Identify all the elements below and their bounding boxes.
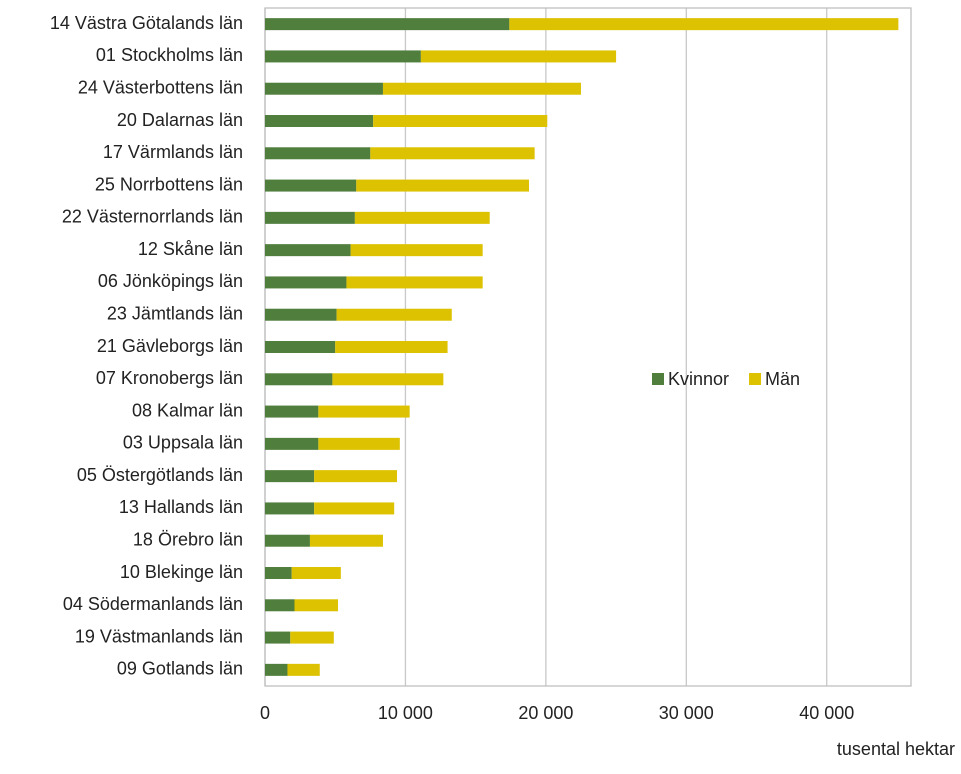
y-tick-label: 08 Kalmar län — [132, 400, 243, 420]
y-tick-label: 18 Örebro län — [133, 529, 243, 549]
bar-segment — [265, 599, 295, 612]
bar-segment — [265, 470, 315, 483]
bar-segment — [318, 437, 400, 450]
bar-segment — [265, 373, 333, 386]
bar-segment — [265, 179, 357, 192]
bar-segment — [265, 631, 291, 644]
bar-segment — [336, 308, 452, 321]
bar-segment — [265, 567, 292, 579]
bar-segment — [265, 276, 347, 289]
bar-segment — [309, 534, 383, 547]
bar-segment — [318, 405, 410, 418]
legend-label: Kvinnor — [668, 369, 729, 389]
y-tick-label: 14 Västra Götalands län — [50, 13, 243, 33]
y-tick-label: 13 Hallands län — [119, 497, 243, 517]
bar-segment — [265, 437, 319, 450]
x-tick-label: 0 — [260, 703, 270, 723]
bar-segment — [290, 631, 334, 644]
bar-segment — [335, 341, 448, 353]
bar-segment — [265, 534, 310, 547]
x-tick-label: 30 000 — [659, 703, 714, 723]
x-axis-label: tusental hektar — [837, 739, 955, 759]
bar-segment — [354, 211, 490, 224]
bar-segment — [287, 663, 320, 676]
y-tick-label: 23 Jämtlands län — [107, 303, 243, 323]
bar-segment — [265, 115, 374, 127]
bar-segment — [265, 308, 337, 321]
bar-segment — [370, 147, 535, 160]
bar-segment — [265, 18, 510, 31]
y-tick-label: 04 Södermanlands län — [63, 594, 243, 614]
y-tick-label: 05 Östergötlands län — [77, 465, 243, 485]
bar-segment — [509, 18, 899, 31]
x-tick-label: 40 000 — [799, 703, 854, 723]
bar-segment — [382, 82, 581, 95]
y-tick-label: 22 Västernorrlands län — [62, 207, 243, 227]
bar-segment — [265, 663, 288, 676]
bar-segment — [373, 115, 548, 127]
y-tick-label: 12 Skåne län — [138, 239, 243, 259]
y-tick-label: 20 Dalarnas län — [117, 110, 243, 130]
x-tick-label: 20 000 — [518, 703, 573, 723]
y-tick-label: 03 Uppsala län — [123, 433, 243, 453]
bar-segment — [420, 50, 617, 63]
bar-segment — [350, 244, 483, 257]
bar-segment — [265, 50, 421, 63]
bar-segment — [332, 373, 444, 386]
y-tick-label: 10 Blekinge län — [120, 562, 243, 582]
bar-segment — [265, 211, 355, 224]
bar-segment — [265, 147, 371, 160]
bar-segment — [265, 341, 336, 353]
y-tick-label: 17 Värmlands län — [103, 142, 243, 162]
y-tick-label: 19 Västmanlands län — [75, 626, 243, 646]
bar-segment — [346, 276, 483, 289]
y-tick-label: 21 Gävleborgs län — [97, 336, 243, 356]
x-tick-label: 10 000 — [378, 703, 433, 723]
bar-segment — [265, 502, 315, 515]
legend-swatch — [749, 373, 762, 385]
bar-segment — [291, 567, 341, 579]
y-tick-label: 09 Gotlands län — [117, 659, 243, 679]
y-tick-label: 01 Stockholms län — [96, 45, 243, 65]
bar-segment — [294, 599, 339, 612]
bar-segment — [265, 82, 383, 95]
legend-label: Män — [765, 369, 800, 389]
y-tick-label: 24 Västerbottens län — [78, 77, 243, 97]
bar-segment — [314, 502, 395, 515]
bar-segment — [356, 179, 530, 192]
bar-segment — [265, 405, 319, 418]
bar-segment — [314, 470, 398, 483]
legend-swatch — [652, 373, 664, 385]
y-tick-label: 06 Jönköpings län — [98, 271, 243, 291]
bar-segment — [265, 244, 351, 257]
y-tick-label: 25 Norrbottens län — [95, 174, 243, 194]
y-tick-label: 07 Kronobergs län — [96, 368, 243, 388]
